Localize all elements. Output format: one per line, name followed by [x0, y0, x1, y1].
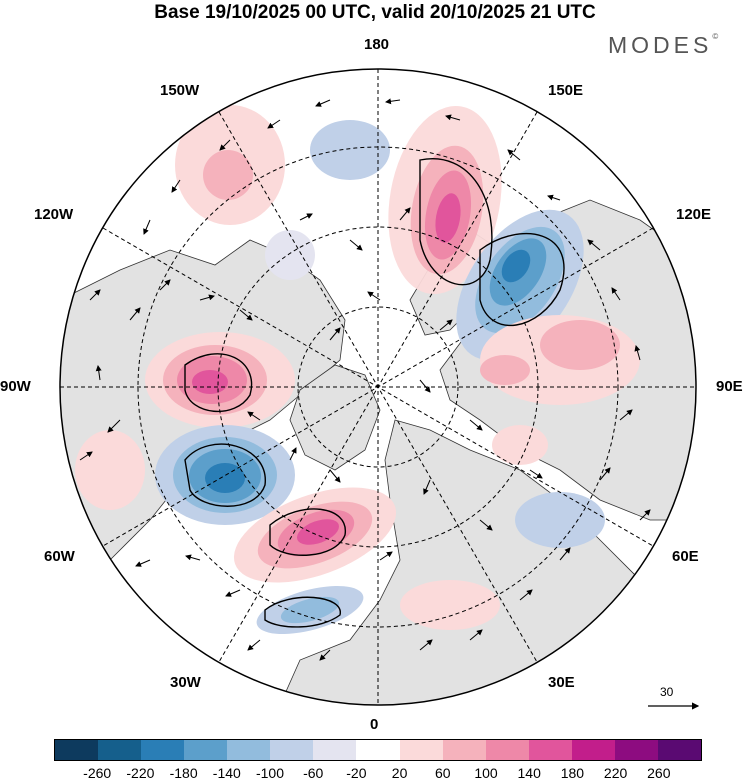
colorbar-bin	[55, 740, 99, 760]
modes-logo: MODES©	[608, 32, 718, 59]
anomaly-field	[75, 105, 640, 634]
colorbar-tick-label: -100	[255, 765, 285, 781]
colorbar-bin	[614, 740, 658, 760]
colorbar-bin	[442, 740, 486, 760]
geopotential-contours	[184, 158, 565, 628]
lon-label-150w: 150W	[160, 82, 200, 99]
colorbar-tick-label: -220	[126, 765, 155, 781]
map-title: Base 19/10/2025 00 UTC, valid 20/10/2025…	[154, 2, 596, 23]
graticule	[60, 69, 696, 705]
colorbar-tick-label: -180	[169, 765, 198, 781]
brand-text: MODES	[608, 32, 713, 58]
colorbar-tick-label: -20	[346, 765, 367, 781]
colorbar-tick-label: 100	[474, 765, 498, 781]
colorbar-bin	[485, 740, 529, 760]
colorbar-bin	[657, 740, 701, 760]
colorbar-bin	[141, 740, 185, 760]
lon-label-60w: 60W	[44, 548, 75, 565]
lon-label-120w: 120W	[34, 206, 74, 223]
colorbar-tick-label: 20	[391, 765, 408, 781]
negative-anomaly-europe	[515, 492, 605, 548]
colorbar-tick-label: 260	[647, 765, 671, 781]
lon-label-150e: 150E	[548, 82, 584, 99]
vector-scale-label: 30	[660, 685, 674, 699]
colorbar-bin	[98, 740, 142, 760]
lon-label-90e: 90E	[716, 378, 743, 395]
lon-label-180: 180	[364, 36, 390, 53]
colorbar	[54, 739, 702, 761]
colorbar-bin	[399, 740, 443, 760]
lon-label-30e: 30E	[548, 674, 575, 691]
colorbar-bin	[356, 740, 400, 760]
lon-label-120e: 120E	[676, 206, 712, 223]
wind-vectors	[79, 98, 651, 661]
colorbar-tick-label: -60	[303, 765, 324, 781]
colorbar-bin	[313, 740, 357, 760]
colorbar-tick-label: 140	[517, 765, 541, 781]
colorbar-tick-label: 60	[435, 765, 451, 781]
brand-mark: ©	[712, 32, 719, 41]
lon-label-90w: 90W	[0, 378, 31, 395]
colorbar-bin	[571, 740, 615, 760]
colorbar-tick-label: -260	[83, 765, 112, 781]
colorbar-bin	[528, 740, 572, 760]
colorbar-tick-label: 180	[560, 765, 585, 781]
landmass-greenland	[289, 364, 381, 471]
colorbar-bin	[184, 740, 228, 760]
lon-label-30w: 30W	[170, 674, 201, 691]
colorbar-bin	[227, 740, 271, 760]
colorbar-tick-label: 220	[603, 765, 628, 781]
lon-label-60e: 60E	[672, 548, 699, 565]
lon-label-0: 0	[370, 716, 379, 733]
colorbar-bin	[270, 740, 314, 760]
colorbar-tick-label: -140	[212, 765, 241, 781]
map-border	[59, 68, 697, 706]
